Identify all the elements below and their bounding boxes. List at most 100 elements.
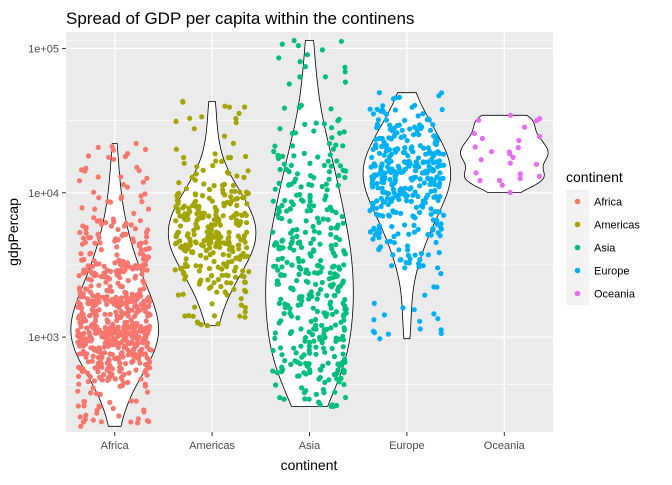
point-asia	[304, 52, 310, 58]
point-africa	[110, 216, 116, 222]
point-asia	[278, 296, 284, 302]
point-africa	[142, 381, 148, 387]
point-asia	[333, 371, 339, 377]
point-asia	[311, 128, 317, 134]
point-asia	[298, 244, 305, 250]
point-americas	[179, 213, 186, 219]
point-americas	[222, 103, 228, 109]
point-europe	[430, 217, 436, 223]
point-asia	[327, 270, 333, 276]
point-europe	[402, 222, 408, 228]
point-africa	[143, 367, 149, 373]
point-asia	[272, 330, 278, 336]
data-points	[75, 37, 543, 429]
point-asia	[291, 345, 297, 351]
point-oceania	[533, 118, 540, 124]
point-americas	[194, 211, 200, 217]
point-africa	[96, 345, 102, 351]
point-africa	[94, 407, 100, 413]
point-asia	[295, 373, 301, 379]
point-africa	[97, 358, 103, 364]
point-europe	[382, 170, 388, 176]
point-africa	[83, 165, 89, 171]
point-africa	[130, 346, 137, 352]
point-asia	[281, 105, 288, 111]
point-asia	[317, 336, 323, 342]
point-europe	[409, 144, 415, 150]
point-africa	[115, 226, 121, 233]
point-europe	[405, 243, 411, 249]
point-africa	[145, 304, 151, 310]
point-europe	[411, 132, 417, 138]
point-americas	[220, 251, 226, 258]
point-europe	[386, 135, 392, 141]
point-americas	[221, 203, 227, 209]
point-europe	[391, 240, 397, 246]
point-europe	[377, 244, 384, 250]
point-americas	[243, 212, 249, 218]
point-asia	[296, 271, 302, 277]
point-africa	[76, 373, 82, 379]
point-asia	[324, 292, 330, 299]
point-americas	[219, 272, 225, 278]
point-europe	[415, 193, 421, 199]
point-asia	[337, 362, 343, 368]
point-africa	[78, 251, 84, 257]
point-americas	[212, 222, 218, 228]
point-asia	[330, 250, 336, 256]
point-europe	[386, 213, 392, 219]
point-asia	[306, 396, 312, 402]
point-europe	[426, 150, 432, 156]
point-asia	[293, 350, 299, 356]
point-americas	[211, 280, 217, 286]
point-europe	[434, 138, 440, 144]
point-asia	[340, 143, 346, 149]
y-axis-label: gdpPercap	[5, 198, 21, 266]
point-europe	[412, 124, 418, 130]
point-americas	[183, 186, 190, 192]
point-africa	[120, 301, 126, 307]
point-europe	[373, 145, 379, 151]
point-oceania	[537, 133, 543, 140]
point-europe	[371, 300, 377, 306]
point-asia	[323, 193, 329, 199]
point-europe	[422, 200, 428, 206]
point-africa	[132, 226, 139, 232]
point-asia	[300, 258, 306, 264]
point-americas	[180, 98, 186, 104]
point-europe	[438, 162, 444, 169]
point-asia	[291, 153, 297, 159]
point-asia	[340, 278, 346, 284]
point-asia	[321, 310, 327, 316]
point-asia	[289, 313, 295, 319]
point-asia	[296, 239, 303, 245]
point-africa	[144, 267, 150, 273]
point-asia	[270, 368, 276, 374]
point-africa	[76, 285, 82, 291]
point-asia	[307, 160, 313, 166]
point-africa	[84, 268, 90, 274]
x-tick-label: Americas	[189, 440, 235, 452]
point-asia	[324, 207, 330, 213]
point-africa	[88, 323, 94, 329]
point-asia	[288, 241, 294, 247]
point-asia	[340, 333, 346, 339]
point-asia	[312, 317, 319, 323]
point-europe	[428, 206, 434, 212]
point-europe	[384, 191, 390, 197]
point-asia	[306, 343, 312, 349]
point-asia	[342, 69, 348, 75]
point-europe	[370, 201, 376, 207]
point-africa	[113, 300, 119, 306]
point-europe	[371, 225, 377, 231]
point-africa	[95, 144, 101, 150]
point-asia	[316, 399, 322, 405]
point-asia	[298, 301, 304, 308]
point-africa	[90, 385, 96, 391]
point-asia	[276, 209, 282, 215]
point-asia	[279, 368, 285, 374]
point-africa	[89, 263, 96, 270]
point-asia	[317, 241, 323, 247]
point-asia	[277, 395, 283, 401]
point-asia	[307, 192, 313, 198]
